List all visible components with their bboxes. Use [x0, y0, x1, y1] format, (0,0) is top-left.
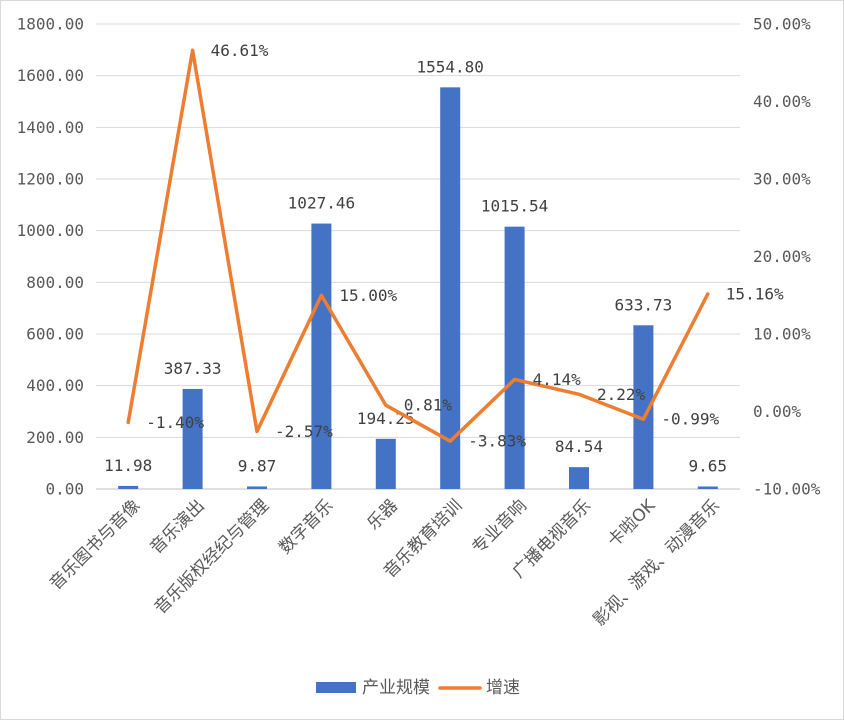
left-tick-label: 400.00 — [26, 376, 84, 395]
right-tick-label: 50.00% — [753, 15, 811, 34]
legend-label-growth: 增速 — [486, 678, 520, 698]
bar-value-label: 11.98 — [104, 456, 152, 475]
growth-value-label: 15.00% — [339, 286, 397, 305]
right-tick-label: 10.00% — [753, 325, 811, 344]
left-tick-label: 1600.00 — [17, 66, 84, 85]
right-tick-label: 40.00% — [753, 92, 811, 111]
left-tick-label: 1800.00 — [17, 15, 84, 34]
growth-line[interactable] — [126, 48, 710, 443]
left-tick-label: 1000.00 — [17, 221, 84, 240]
right-tick-label: -10.00% — [753, 480, 821, 499]
right-tick-label: 30.00% — [753, 170, 811, 189]
bar-5[interactable] — [375, 438, 396, 489]
bars — [118, 87, 718, 490]
right-tick-label: 20.00% — [753, 247, 811, 266]
growth-value-label: -3.83% — [468, 432, 526, 451]
left-tick-label: 800.00 — [26, 273, 84, 292]
bar-value-label: 1554.80 — [416, 57, 483, 76]
bar-labels: 11.98387.339.871027.46194.251554.801015.… — [104, 57, 727, 475]
left-tick-label: 1200.00 — [17, 170, 84, 189]
right-tick-label: 0.00% — [753, 402, 802, 421]
bar-value-label: 9.65 — [689, 457, 728, 476]
growth-series — [126, 48, 710, 443]
legend-swatch-bar — [316, 682, 356, 693]
legend: 产业规模 增速 — [316, 678, 520, 698]
bar-4[interactable] — [311, 223, 332, 490]
bar-10[interactable] — [697, 486, 718, 489]
growth-value-label: 46.61% — [211, 41, 269, 60]
growth-value-label: 2.22% — [597, 385, 646, 404]
bar-8[interactable] — [569, 467, 589, 489]
bar-1[interactable] — [118, 485, 139, 489]
bar-9[interactable] — [633, 325, 654, 489]
legend-item-size[interactable]: 产业规模 — [316, 678, 430, 698]
line-labels: -1.40% 46.61% -2.57% 15.00% 0.81% -3.83% 4.14%… — [146, 41, 784, 451]
bar-3[interactable] — [247, 486, 267, 489]
bar-value-label: 387.33 — [164, 359, 222, 378]
right-axis: -10.00% 0.00% 10.00% 20.00% 30.00% 40.00% 50.0… — [753, 15, 821, 499]
bar-6[interactable] — [440, 87, 461, 490]
growth-value-label: -1.40% — [146, 413, 204, 432]
bar-value-label: 1027.46 — [288, 194, 355, 213]
bar-2[interactable] — [182, 388, 203, 489]
left-tick-label: 0.00 — [45, 480, 84, 499]
bar-7[interactable] — [504, 226, 525, 489]
growth-value-label: 4.14% — [533, 370, 582, 389]
growth-value-label: 0.81% — [404, 396, 453, 415]
bar-value-label: 84.54 — [555, 437, 603, 456]
legend-label-size: 产业规模 — [362, 678, 430, 698]
left-tick-label: 1400.00 — [17, 118, 84, 137]
bar-value-label: 9.87 — [238, 456, 277, 475]
growth-value-label: 15.16% — [726, 285, 784, 304]
growth-value-label: -2.57% — [275, 422, 333, 441]
left-tick-label: 200.00 — [26, 428, 84, 447]
bar-value-label: 633.73 — [615, 295, 673, 314]
legend-item-growth[interactable]: 增速 — [438, 678, 520, 698]
left-tick-label: 600.00 — [26, 325, 84, 344]
bar-value-label: 1015.54 — [481, 197, 548, 216]
growth-value-label: -0.99% — [661, 410, 719, 429]
gridlines — [96, 23, 740, 490]
left-axis: 0.00 200.00 400.00 600.00 800.00 1000.00 1200.… — [17, 15, 84, 499]
